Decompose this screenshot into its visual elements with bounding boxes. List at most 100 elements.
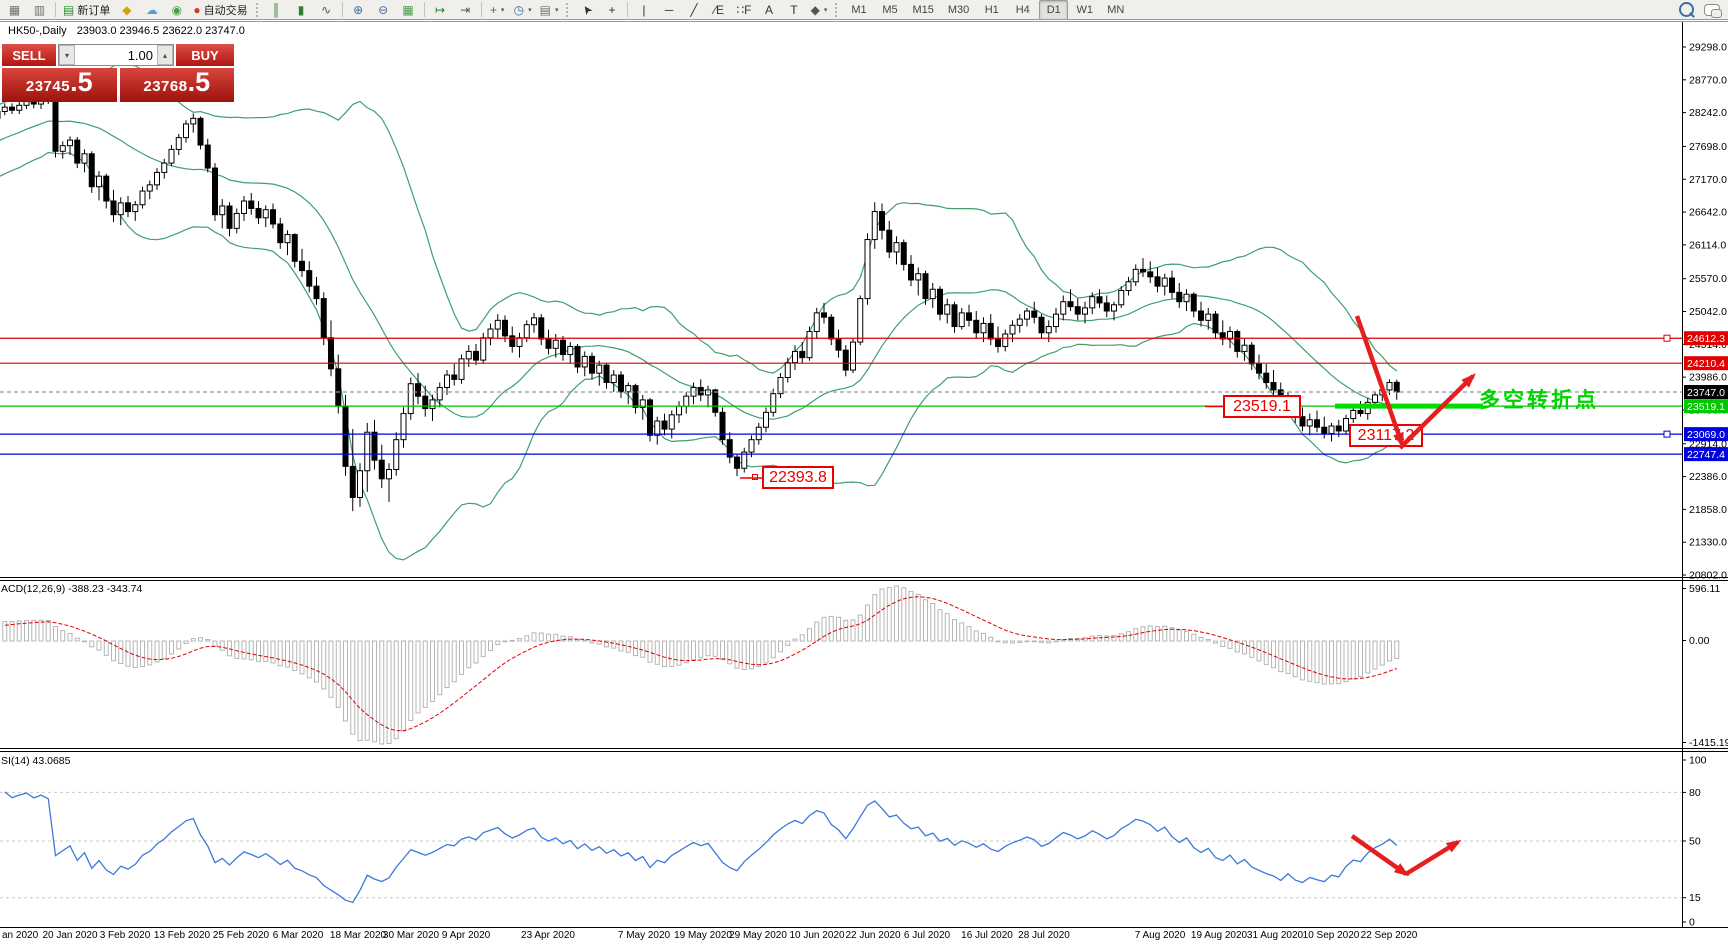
text-icon[interactable]: A (757, 0, 780, 20)
line-chart-icon-glyph: ∿ (321, 2, 332, 17)
fibonacci-icon[interactable]: ∷F (732, 0, 755, 20)
rsi-line (4, 791, 1398, 904)
axis-price-tag (1684, 427, 1728, 442)
timeframe-W1[interactable]: W1 (1076, 3, 1094, 16)
zoom-in-icon[interactable]: ⊕ (347, 0, 370, 20)
periods-button-caret: ▾ (528, 6, 532, 14)
bar-chart-icon[interactable]: ║ (265, 0, 288, 20)
rsi-pane (0, 791, 1682, 904)
periods-button[interactable]: ◷ ▾ (511, 0, 535, 20)
chart-shift-icon-glyph: ⇥ (460, 2, 471, 17)
new-chart-icon-glyph: ▦ (8, 2, 21, 17)
price-annotation-box[interactable]: 22393.8 (762, 466, 834, 489)
sell-button[interactable]: SELL (2, 44, 56, 66)
sell-price-fraction: .5 (70, 67, 93, 97)
new-order-button-glyph: ▤ (63, 2, 75, 17)
zoom-out-icon[interactable]: ⊖ (372, 0, 395, 20)
signals-icon[interactable]: ◉ (165, 0, 188, 20)
axis-price-tag (1684, 356, 1728, 371)
svg-text:22386.0: 22386.0 (1689, 471, 1727, 483)
candlestick-chart-icon[interactable]: ▮ (290, 0, 313, 20)
templates-button-caret: ▾ (554, 6, 559, 14)
svg-text:23986.0: 23986.0 (1689, 372, 1727, 384)
volume-decrease-button[interactable]: ▾ (59, 45, 75, 65)
svg-text:-1415.19: -1415.19 (1689, 737, 1728, 749)
new-order-button[interactable]: ▤ 新订单 (60, 0, 113, 20)
sell-price-display[interactable]: 23745 .5 (2, 68, 117, 102)
date-axis: an 2020 20 Jan 2020 3 Feb 2020 13 Feb 2020 2… (2, 930, 1418, 941)
axis-price-tag (1684, 399, 1728, 414)
timeframe-M15[interactable]: M15 (912, 3, 934, 16)
chart-profiles-icon[interactable]: ▥ (28, 0, 51, 20)
cursor-icon-glyph: ➤ (578, 1, 596, 18)
line-handle[interactable] (1663, 430, 1671, 438)
chat-icon[interactable] (1704, 3, 1722, 18)
community-icon[interactable]: ☁ (140, 0, 163, 20)
tile-windows-icon-glyph: ▦ (402, 2, 414, 17)
svg-text:15: 15 (1689, 892, 1701, 904)
zoom-in-icon-glyph: ⊕ (353, 2, 364, 17)
toolbar-separator (55, 2, 56, 17)
rsi-indicator-label: SI(14) 43.0685 (1, 755, 71, 767)
svg-text:3 Feb 2020: 3 Feb 2020 (100, 930, 151, 941)
turning-point-note[interactable]: 多空转折点 (1479, 389, 1599, 412)
timeframe-MN[interactable]: MN (1107, 3, 1125, 16)
toolbar: ▦ ▥ ▤ 新订单 ◆ ☁ ◉ ● 自动交易 ║ ▮ ∿ ⊕ ⊖ ▦ ↦ ⇥ + ▾ ◷ ▾ ▤ ▾ ➤ + | ─ ╱ ∕E ∷F A T ◆… (0, 0, 1728, 20)
timeframe-M1[interactable]: M1 (851, 3, 867, 16)
chart-profiles-icon-glyph: ▥ (33, 2, 46, 17)
shapes-button[interactable]: ◆ ▾ (807, 0, 830, 20)
toolbar-grip (835, 2, 839, 17)
rsi-axis: 100 80 50 15 0 (1682, 755, 1707, 929)
crosshair-icon[interactable]: + (600, 0, 623, 20)
price-lines[interactable]: 24612.3 24210.4 23747.0 23519.1 23069.0 22747… (0, 331, 1728, 462)
equidistant-channel-icon[interactable]: ∕E (707, 0, 730, 20)
volume-control: ▾ ▴ (58, 44, 174, 66)
volume-input[interactable] (75, 45, 157, 65)
volume-increase-button[interactable]: ▴ (157, 45, 173, 65)
fibonacci-icon-glyph: ∷F (736, 2, 752, 17)
svg-text:23 Apr 2020: 23 Apr 2020 (521, 930, 575, 941)
svg-text:28242.0: 28242.0 (1689, 107, 1727, 119)
timeframe-D1[interactable]: D1 (1039, 0, 1069, 20)
templates-button[interactable]: ▤ ▾ (537, 0, 562, 20)
periods-button-glyph: ◷ (513, 2, 525, 17)
buy-price-display[interactable]: 23768 .5 (119, 68, 234, 102)
svg-text:13 Feb 2020: 13 Feb 2020 (154, 930, 211, 941)
new-chart-icon[interactable]: ▦ (3, 0, 26, 20)
metaeditor-icon[interactable]: ◆ (115, 0, 138, 20)
chart-shift-icon[interactable]: ⇥ (454, 0, 477, 20)
line-handle[interactable] (1663, 334, 1671, 342)
one-click-trading-panel: SELL ▾ ▴ BUY 23745 .5 23768 .5 (2, 44, 234, 102)
trendline-icon[interactable]: ╱ (682, 0, 705, 20)
buy-button[interactable]: BUY (176, 44, 234, 66)
horizontal-line-icon[interactable]: ─ (657, 0, 680, 20)
svg-text:10 Jun 2020: 10 Jun 2020 (789, 930, 844, 941)
vertical-line-icon-glyph: | (642, 2, 646, 17)
timeframe-H4[interactable]: H4 (1015, 3, 1030, 16)
text-label-icon[interactable]: T (782, 0, 805, 20)
line-chart-icon[interactable]: ∿ (315, 0, 338, 20)
vertical-line-icon[interactable]: | (632, 0, 655, 20)
pane-frames (0, 21, 1728, 928)
bb-upper-band (0, 63, 1398, 374)
indicators-button[interactable]: + ▾ (486, 0, 509, 20)
axis-price-tag (1684, 331, 1728, 346)
indicators-button-glyph: + (489, 2, 497, 17)
timeframe-H1[interactable]: H1 (984, 3, 999, 16)
svg-text:26114.0: 26114.0 (1689, 239, 1726, 251)
search-icon[interactable] (1679, 2, 1694, 17)
annotation-handle[interactable] (752, 474, 758, 480)
svg-text:10 Sep 2020: 10 Sep 2020 (1303, 930, 1360, 941)
autotrading-button[interactable]: ● 自动交易 (190, 0, 250, 20)
price-annotation-box[interactable]: 23117.2 (1349, 424, 1423, 447)
price-annotation-box[interactable]: 23519.1 (1223, 395, 1301, 418)
timeframe-M5[interactable]: M5 (882, 3, 898, 16)
auto-scroll-icon[interactable]: ↦ (429, 0, 452, 20)
timeframe-M30[interactable]: M30 (947, 3, 970, 16)
tile-windows-icon[interactable]: ▦ (397, 0, 420, 20)
cursor-icon[interactable]: ➤ (575, 0, 598, 20)
svg-text:20802.0: 20802.0 (1689, 570, 1727, 582)
svg-text:19 Aug 2020: 19 Aug 2020 (1191, 930, 1248, 941)
candlestick-chart-icon-glyph: ▮ (297, 2, 305, 17)
